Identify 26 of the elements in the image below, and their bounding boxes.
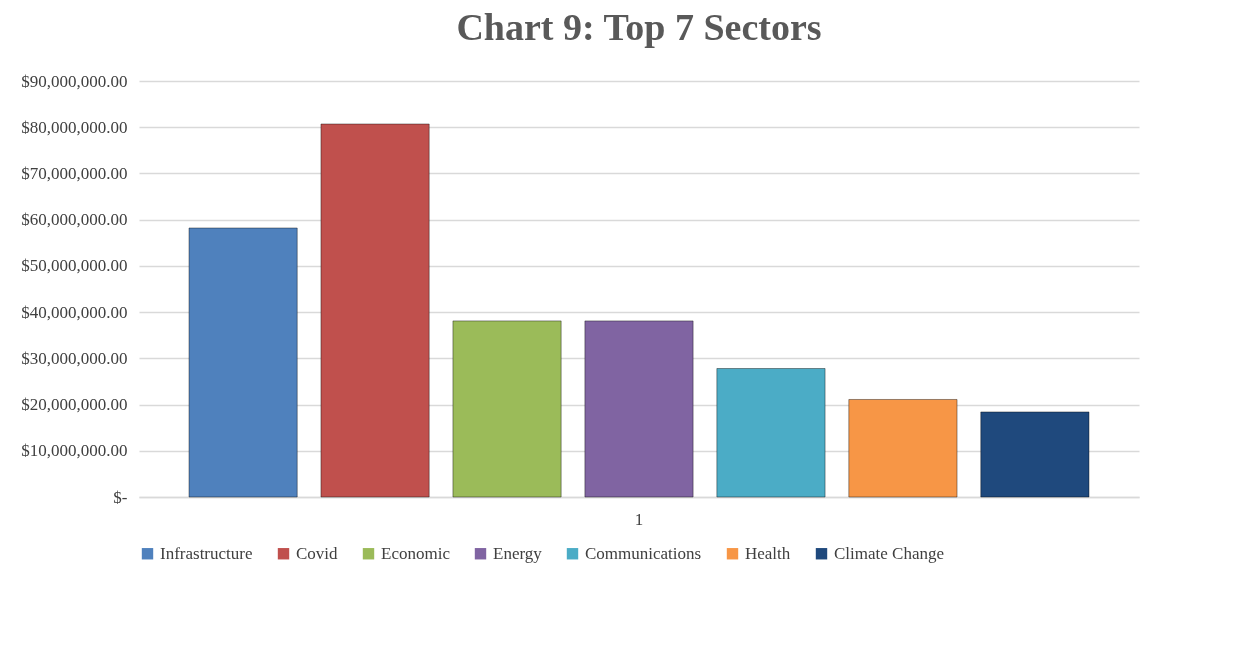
y-tick-label: $70,000,000.00 [21,163,128,183]
chart-title: Chart 9: Top 7 Sectors [456,6,822,48]
y-tick-label: $50,000,000.00 [21,256,128,276]
y-tick-label: $40,000,000.00 [21,302,128,322]
legend-label: Infrastructure [160,543,253,563]
bar [452,320,562,498]
bar [188,227,298,498]
y-tick-label: $10,000,000.00 [21,441,128,461]
y-tick-label: $90,000,000.00 [21,71,128,91]
bar [584,320,694,498]
x-tick-label: 1 [634,509,644,529]
y-tick-label: $80,000,000.00 [21,117,128,137]
legend-label: Covid [296,543,339,563]
y-tick-label: $- [113,487,128,507]
y-tick-label: $20,000,000.00 [21,395,128,415]
legend-label: Communications [585,543,702,563]
legend-label: Climate Change [834,543,945,563]
legend-label: Economic [381,543,451,563]
legend-label: Health [745,543,791,563]
bar [980,411,1090,498]
bar [848,398,958,498]
bar [320,123,430,498]
y-tick-label: $60,000,000.00 [21,210,128,230]
legend-label: Energy [493,543,543,563]
y-tick-label: $30,000,000.00 [21,348,128,368]
bar [716,368,826,498]
